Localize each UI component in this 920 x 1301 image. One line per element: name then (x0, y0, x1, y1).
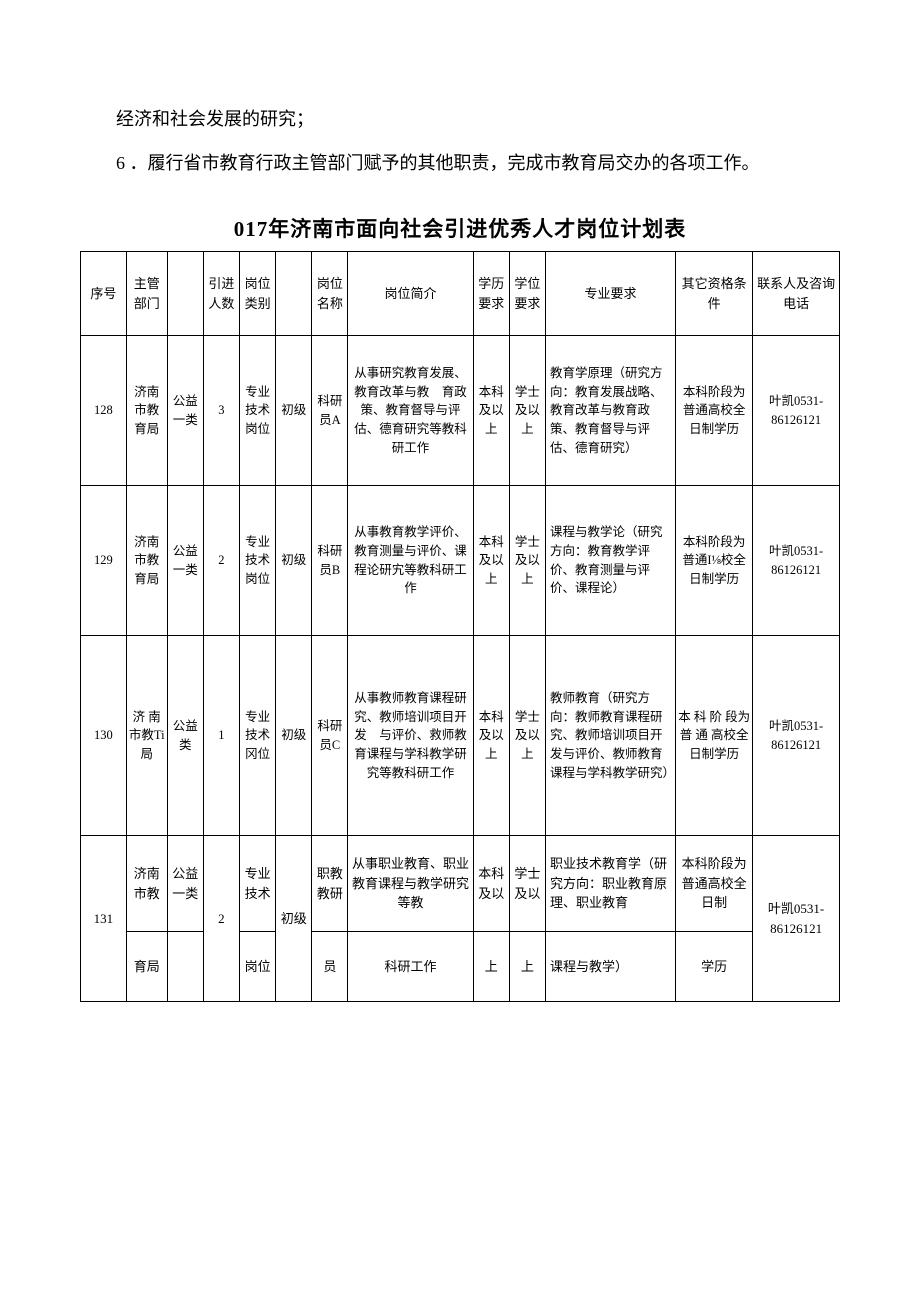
cell-seq: 131 (81, 836, 127, 1002)
cell-desc: 科研工作 (348, 932, 473, 1002)
cell-seq: 128 (81, 336, 127, 486)
cell-count: 3 (203, 336, 239, 486)
cell-major: 教师教育（研究方向：教师教育课程研究、教师培训项目开发与评价、教师教育课程与学科… (545, 636, 675, 836)
cell-type: 公益一类 (167, 836, 203, 932)
cell-degree: 学士及以上 (509, 336, 545, 486)
cell-edu: 本科及以上 (473, 486, 509, 636)
cell-degree: 学士及以 (509, 836, 545, 932)
cell-degree: 学士及以上 (509, 636, 545, 836)
header-other: 其它资格条件 (676, 252, 753, 336)
cell-posname: 职教教研 (312, 836, 348, 932)
cell-edu: 上 (473, 932, 509, 1002)
cell-edu: 本科及以 (473, 836, 509, 932)
cell-degree: 学士及以上 (509, 486, 545, 636)
cell-desc: 从事教育教学评价、教育测量与评价、课程论研宄等教科研工作 (348, 486, 473, 636)
table-row: 130 济 南市教Ti局 公益类 1 专业技术冈位 初级 科研员C 从事教师教育… (81, 636, 840, 836)
cell-contact: 叶凯0531-86126121 (753, 336, 840, 486)
cell-degree: 上 (509, 932, 545, 1002)
header-seq: 序号 (81, 252, 127, 336)
cell-posname: 科研员A (312, 336, 348, 486)
cell-major: 课程与教学论（研究方向：教育教学评价、教育测量与评价、课程论） (545, 486, 675, 636)
table-row: 育局 岗位 员 科研工作 上 上 课程与教学） 学历 (81, 932, 840, 1002)
cell-posname: 科研员C (312, 636, 348, 836)
cell-dept: 济南市教育局 (126, 486, 167, 636)
header-dept: 主管部门 (126, 252, 167, 336)
cell-major: 教育学原理（研究方向：教育发展战略、教育改革与教育政策、教育督导与评估、德育研究… (545, 336, 675, 486)
header-contact: 联系人及咨询电话 (753, 252, 840, 336)
positions-table: 序号 主管部门 引进人数 岗位类别 岗位名称 岗位简介 学历要求 学位要求 专业… (80, 251, 840, 1002)
cell-count: 1 (203, 636, 239, 836)
cell-other: 本科阶段为普通高校全日制 (676, 836, 753, 932)
table-row: 128 济南市教育局 公益一类 3 专业技术岗位 初级 科研员A 从事研究教育发… (81, 336, 840, 486)
cell-level: 初级 (276, 636, 312, 836)
header-edu: 学历要求 (473, 252, 509, 336)
header-level (276, 252, 312, 336)
cell-desc: 从事研究教育发展、教育改革与教 育政策、教育督导与评估、德育研究等教科研工作 (348, 336, 473, 486)
cell-edu: 本科及以上 (473, 336, 509, 486)
cell-level: 初级 (276, 486, 312, 636)
cell-other: 本 科 阶 段为 普 通 高校全日制学历 (676, 636, 753, 836)
cell-contact: 叶凯0531-86126121 (753, 636, 840, 836)
cell-seq: 130 (81, 636, 127, 836)
cell-major: 职业技术教育学（研究方向：职业教育原理、职业教育 (545, 836, 675, 932)
header-posname: 岗位名称 (312, 252, 348, 336)
paragraph-2: 6 ．履行省市教育行政主管部门赋予的其他职责，完成市教育局交办的各项工作。 (80, 144, 840, 184)
table-row: 131 济南市教 公益一类 2 专业技术 初级 职教教研 从事职业教育、职业教育… (81, 836, 840, 932)
cell-contact: 叶凯0531-86126121 (753, 836, 840, 1002)
cell-dept: 育局 (126, 932, 167, 1002)
header-major: 专业要求 (545, 252, 675, 336)
header-desc: 岗位简介 (348, 252, 473, 336)
cell-poscat: 专业技术 (240, 836, 276, 932)
cell-posname: 科研员B (312, 486, 348, 636)
cell-other: 本科阶段为普通高校全日制学历 (676, 336, 753, 486)
cell-poscat: 专业技术岗位 (240, 336, 276, 486)
cell-type: 公益一类 (167, 336, 203, 486)
cell-poscat: 专业技术冈位 (240, 636, 276, 836)
cell-dept: 济南市教育局 (126, 336, 167, 486)
header-type (167, 252, 203, 336)
cell-level: 初级 (276, 836, 312, 1002)
table-row: 129 济南市教育局 公益一类 2 专业技术岗位 初级 科研员B 从事教育教学评… (81, 486, 840, 636)
cell-poscat: 岗位 (240, 932, 276, 1002)
cell-seq: 129 (81, 486, 127, 636)
cell-edu: 本科及以上 (473, 636, 509, 836)
cell-count: 2 (203, 486, 239, 636)
cell-type (167, 932, 203, 1002)
paragraph-1: 经济和社会发展的研究； (80, 100, 840, 140)
header-count: 引进人数 (203, 252, 239, 336)
table-title: 017年济南市面向社会引进优秀人才岗位计划表 (80, 213, 840, 243)
cell-other: 学历 (676, 932, 753, 1002)
cell-desc: 从事职业教育、职业教育课程与教学研究等教 (348, 836, 473, 932)
cell-type: 公益一类 (167, 486, 203, 636)
cell-posname: 员 (312, 932, 348, 1002)
cell-level: 初级 (276, 336, 312, 486)
cell-contact: 叶凯0531-86126121 (753, 486, 840, 636)
cell-desc: 从事教师教育课程研究、教师培训项目开发 与评价、救师教育课程与学科教学研究等教科… (348, 636, 473, 836)
cell-dept: 济 南市教Ti局 (126, 636, 167, 836)
cell-poscat: 专业技术岗位 (240, 486, 276, 636)
cell-type: 公益类 (167, 636, 203, 836)
cell-count: 2 (203, 836, 239, 1002)
cell-major: 课程与教学） (545, 932, 675, 1002)
cell-other: 本科阶段为普通I⅛校全日制学历 (676, 486, 753, 636)
cell-dept: 济南市教 (126, 836, 167, 932)
header-poscat: 岗位类别 (240, 252, 276, 336)
header-degree: 学位要求 (509, 252, 545, 336)
table-header-row: 序号 主管部门 引进人数 岗位类别 岗位名称 岗位简介 学历要求 学位要求 专业… (81, 252, 840, 336)
